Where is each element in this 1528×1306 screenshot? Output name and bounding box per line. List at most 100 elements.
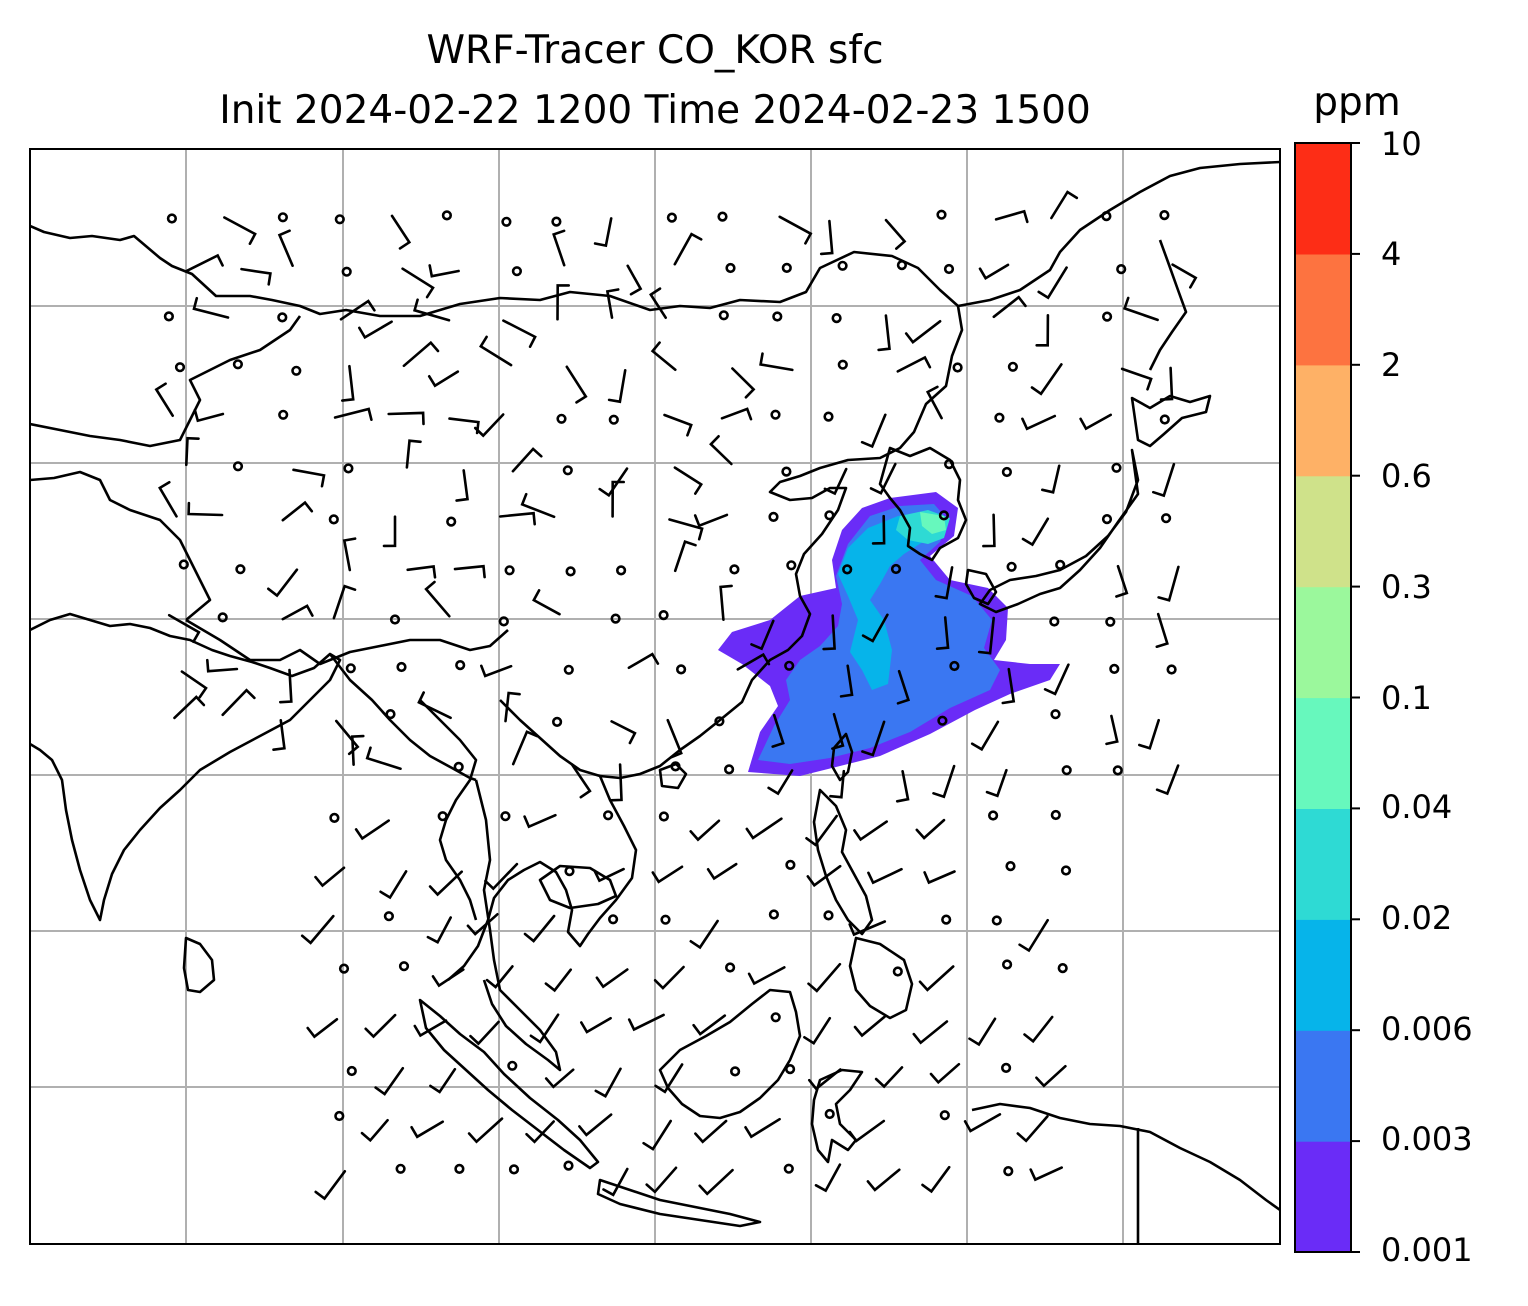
wind-barb [627,1013,665,1032]
wind-barb [771,713,785,748]
wind-barb [605,288,620,319]
wind-barb [332,584,357,620]
wind-barb [466,913,499,936]
calm-wind-marker [610,613,621,624]
calm-wind-marker [824,1108,835,1120]
wind-barb [806,864,842,888]
java [596,1178,762,1228]
wind-barb [552,229,566,267]
calm-wind-marker [328,514,339,525]
wind-barb [977,616,995,655]
calm-wind-marker [277,312,288,323]
wind-barb [918,965,955,992]
colorbar-swatch [1295,364,1351,477]
wind-barb [401,267,435,299]
wind-barb [158,481,178,518]
calm-wind-marker [1159,210,1170,221]
wind-barb [814,1163,842,1193]
wind-barb [185,436,200,467]
wind-barb [1016,1115,1049,1143]
calm-wind-marker [232,461,244,472]
wind-barb [467,1117,504,1144]
wind-barb [532,589,561,616]
colorbar-tick-label: 0.3 [1381,568,1432,606]
korea-peninsula [878,446,968,562]
wind-barb [502,319,537,348]
wind-barb [874,1066,904,1089]
calm-wind-marker [232,359,243,370]
calm-wind-marker [783,1163,794,1174]
calm-wind-marker [784,660,795,671]
calm-wind-marker [556,413,567,424]
wind-barb [402,340,440,368]
wind-barb [412,298,451,322]
wind-barb [1037,266,1068,300]
wind-barb [982,513,996,548]
wind-barb [1018,918,1049,953]
calm-wind-marker [615,565,627,576]
calm-wind-marker [235,564,246,575]
calm-wind-marker [1050,709,1061,720]
wind-barb [556,284,570,321]
wind-barb [610,720,637,745]
asia-northern-border [30,224,959,318]
calm-wind-marker [896,260,908,271]
wind-barb [935,616,950,650]
wind-barb [839,664,854,698]
colorbar-swatch [1295,808,1351,920]
calm-wind-marker [455,659,466,671]
wind-barb [860,413,887,449]
wind-barb [698,1168,734,1196]
wind-barb [709,435,733,466]
wind-barb [167,613,201,644]
philippines-mindanao [848,936,914,1020]
wind-barb [314,1170,347,1201]
calm-wind-marker [842,564,853,575]
calm-wind-marker [385,708,396,720]
calm-wind-marker [824,510,835,521]
wind-barb [626,264,643,296]
wind-barb [767,769,794,796]
wind-barb [929,1062,961,1085]
himalaya-border [185,618,509,666]
wind-barb [360,1118,389,1143]
wind-barb [912,1020,949,1045]
wind-barb [424,580,451,618]
wind-barb [570,763,592,799]
wind-barb [426,916,452,944]
calm-wind-marker [277,212,289,223]
calm-wind-marker [938,510,950,521]
wind-barb [607,369,627,404]
calm-wind-marker [1057,962,1068,974]
wind-barb [649,287,667,319]
wind-barb [1122,296,1159,322]
sumatra [418,998,600,1170]
sulawesi [810,1068,864,1164]
wind-barb [666,718,683,759]
calm-wind-marker [943,263,955,275]
wind-barb [333,407,373,421]
wind-barb [193,408,225,423]
calm-wind-marker [781,262,792,274]
calm-wind-marker [437,811,448,822]
wind-barb [358,320,393,340]
wind-barb [805,814,838,847]
calm-wind-marker [770,409,781,420]
calm-wind-marker [717,211,728,222]
calm-wind-marker [718,310,729,321]
wind-barb [427,370,460,388]
wind-barb [281,604,314,621]
wind-barb [853,820,888,842]
wind-barb [1001,667,1016,705]
calm-wind-marker [441,210,453,221]
colorbar-tick-label: 10 [1381,125,1422,163]
calm-wind-marker [498,616,509,627]
calm-wind-marker [675,664,687,675]
wind-barb [484,862,519,891]
wind-barb [267,568,299,598]
calm-wind-marker [217,612,228,623]
wind-barb [387,411,425,426]
calm-wind-marker [1159,414,1170,425]
calm-wind-marker [334,1110,345,1122]
